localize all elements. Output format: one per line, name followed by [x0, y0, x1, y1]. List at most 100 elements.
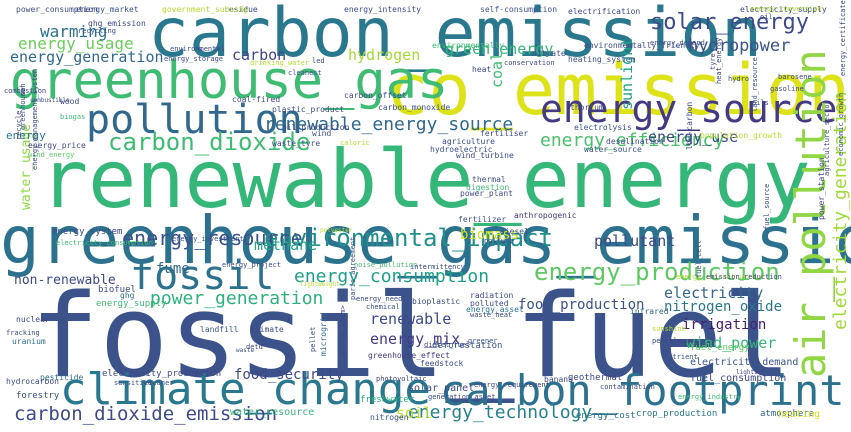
cloud-word: heat — [472, 65, 492, 74]
cloud-word: climate — [250, 325, 284, 334]
cloud-word: cleanest — [288, 69, 322, 77]
cloud-word: renewable_energy — [40, 133, 811, 226]
cloud-word: energy_requirement — [474, 381, 550, 389]
cloud-word: environmental_impact — [264, 224, 553, 252]
cloud-word: carbon_offset — [344, 91, 407, 100]
cloud-word: nuclear — [16, 315, 50, 324]
cloud-word: fuel_energy — [690, 343, 750, 353]
cloud-word: carbon — [232, 46, 287, 64]
cloud-word: energy_<num> — [339, 305, 347, 356]
cloud-word: waste — [236, 347, 255, 354]
cloud-word: energy_demand — [650, 39, 705, 47]
cloud-word: oil_production — [282, 123, 350, 132]
cloud-word: atmosphere — [760, 409, 815, 419]
cloud-word: greenhouse_gas_emission — [0, 202, 851, 279]
cloud-word: electricity_supply — [740, 5, 827, 14]
cloud-word: oil — [760, 13, 773, 21]
cloud-word: ghg — [120, 291, 135, 300]
cloud-word: co_emission — [386, 49, 850, 131]
cloud-word: energy_asset — [466, 305, 524, 314]
cloud-word: environmental — [170, 45, 225, 53]
cloud-word: hydropower — [688, 36, 791, 56]
cloud-word: economic_growth — [837, 92, 845, 156]
cloud-word: agriculture_sector — [823, 100, 831, 176]
cloud-word: recycling — [78, 27, 116, 35]
cloud-word: chemical — [366, 303, 400, 311]
cloud-word: lighting — [736, 369, 765, 376]
cloud-word: coal-fired — [232, 95, 281, 104]
cloud-word: lightweight — [300, 281, 340, 288]
cloud-word: petroleum — [652, 337, 690, 345]
cloud-word: environmentally_friendly — [584, 41, 700, 50]
cloud-word: food_production — [518, 297, 645, 313]
cloud-word: energy_production — [534, 258, 780, 286]
cloud-word: infrared — [630, 307, 669, 316]
cloud-word: emission_reduction — [706, 273, 782, 281]
cloud-word: energy_infrastructure — [676, 273, 765, 281]
cloud-word: pellet — [309, 326, 317, 352]
cloud-word: fume — [156, 261, 190, 277]
cloud-word: contamination — [600, 383, 655, 391]
cloud-word: pollutant — [594, 232, 676, 250]
cloud-word: forestry — [16, 391, 60, 401]
cloud-word: combustible — [30, 97, 70, 104]
cloud-word: polluted — [470, 299, 509, 308]
cloud-word: power_consumption — [16, 5, 98, 14]
cloud-word: irrigation — [682, 317, 767, 333]
cloud-word: nitrogen — [370, 413, 409, 422]
cloud-word: solar_energy — [650, 10, 809, 35]
cloud-word: government_subsidy — [162, 5, 249, 14]
cloud-word: wind_energy — [28, 151, 75, 159]
cloud-word: freshwater — [360, 395, 415, 405]
cloud-word: sunshine — [652, 325, 686, 333]
cloud-word: conservation — [504, 59, 555, 67]
cloud-word: waste_heat — [470, 311, 513, 319]
cloud-word: energy_system — [52, 227, 123, 237]
cloud-word: pesticide — [40, 373, 84, 382]
cloud-word: fuel_cell — [695, 240, 703, 278]
cloud-word: hydroelectric — [430, 145, 493, 154]
cloud-word: diesel — [500, 227, 529, 236]
cloud-word: uranium — [12, 337, 46, 346]
cloud-word: energy_need — [356, 295, 403, 303]
cloud-word: paris_agreement — [349, 236, 357, 300]
cloud-word: wind_power — [686, 334, 777, 352]
cloud-word: electrolysis — [574, 123, 632, 132]
cloud-word: hydro — [728, 75, 750, 83]
cloud-word: soil — [396, 404, 433, 422]
cloud-word: fracking — [6, 329, 40, 337]
cloud-word: population_growth — [700, 131, 782, 140]
cloud-word: carbon_dioxide — [108, 128, 311, 156]
cloud-word: greener — [468, 337, 498, 345]
cloud-word: ghg_emission — [88, 19, 146, 28]
cloud-word: intermittency — [410, 263, 465, 271]
cloud-word: land_resource — [751, 57, 759, 112]
cloud-word: non-renewable — [14, 273, 116, 288]
cloud-word: carbon_dioxide_emission — [14, 403, 278, 425]
cloud-word: warming — [40, 22, 108, 41]
cloud-word: agriculture — [442, 137, 495, 146]
cloud-word: carbon_monoxide — [378, 103, 451, 112]
cloud-word: low-carbon — [685, 101, 694, 150]
cloud-word: solar_panel — [408, 383, 475, 394]
cloud-word: energy_efficiency — [540, 130, 725, 151]
cloud-word: oils — [752, 99, 769, 107]
cloud-word: fertilizer — [458, 215, 507, 224]
cloud-word: radiation — [470, 291, 514, 300]
cloud-word: caloric — [340, 139, 370, 147]
cloud-word: microgrid — [319, 312, 328, 356]
cloud-word: greenhouse_gas — [10, 51, 449, 111]
cloud-word: drinking_water — [250, 59, 310, 67]
cloud-word: electricity_production — [102, 369, 222, 379]
cloud-word: renewable — [370, 310, 452, 328]
cloud-word: energy_intensity — [344, 5, 422, 14]
cloud-word: water_source — [584, 145, 642, 154]
cloud-word: environmentally — [432, 41, 505, 50]
cloud-word: energy_consumption — [294, 266, 490, 287]
cloud-word: green_energy — [445, 40, 554, 58]
cloud-word: combustion — [4, 87, 47, 95]
cloud-word: wind_turbine — [456, 151, 514, 160]
cloud-word: residue — [224, 5, 258, 14]
cloud-word: energy_industry — [678, 393, 742, 401]
